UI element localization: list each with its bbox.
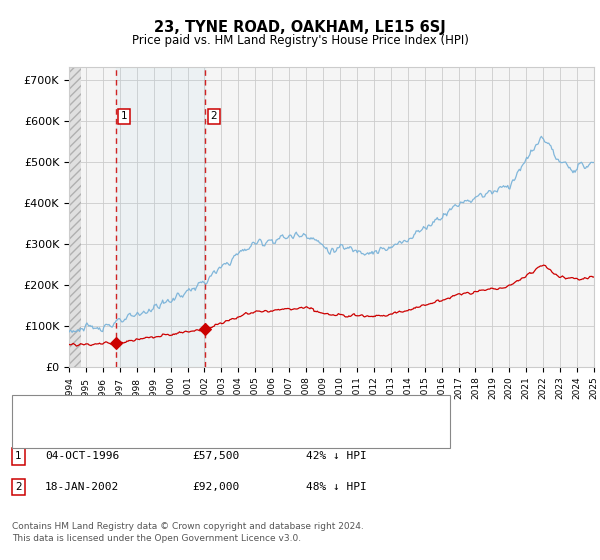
Text: Price paid vs. HM Land Registry's House Price Index (HPI): Price paid vs. HM Land Registry's House …: [131, 34, 469, 46]
Text: 48% ↓ HPI: 48% ↓ HPI: [306, 482, 367, 492]
Text: 23, TYNE ROAD, OAKHAM, LE15 6SJ: 23, TYNE ROAD, OAKHAM, LE15 6SJ: [154, 20, 446, 35]
Text: £57,500: £57,500: [192, 451, 239, 461]
Bar: [69, 67, 81, 367]
Point: [200, 325, 210, 334]
Text: Contains HM Land Registry data © Crown copyright and database right 2024.
This d: Contains HM Land Registry data © Crown c…: [12, 522, 364, 543]
Text: 18-JAN-2002: 18-JAN-2002: [45, 482, 119, 492]
Text: HPI: Average price, detached house, Rutland: HPI: Average price, detached house, Rutl…: [57, 426, 290, 436]
Point: [111, 339, 121, 348]
Text: 1: 1: [15, 451, 22, 461]
Text: 23, TYNE ROAD, OAKHAM, LE15 6SJ (detached house): 23, TYNE ROAD, OAKHAM, LE15 6SJ (detache…: [57, 403, 336, 413]
Bar: [116, 67, 205, 367]
Text: 1: 1: [121, 111, 127, 122]
Text: 2: 2: [211, 111, 217, 122]
Text: 2: 2: [15, 482, 22, 492]
Text: 04-OCT-1996: 04-OCT-1996: [45, 451, 119, 461]
Text: £92,000: £92,000: [192, 482, 239, 492]
Text: 42% ↓ HPI: 42% ↓ HPI: [306, 451, 367, 461]
